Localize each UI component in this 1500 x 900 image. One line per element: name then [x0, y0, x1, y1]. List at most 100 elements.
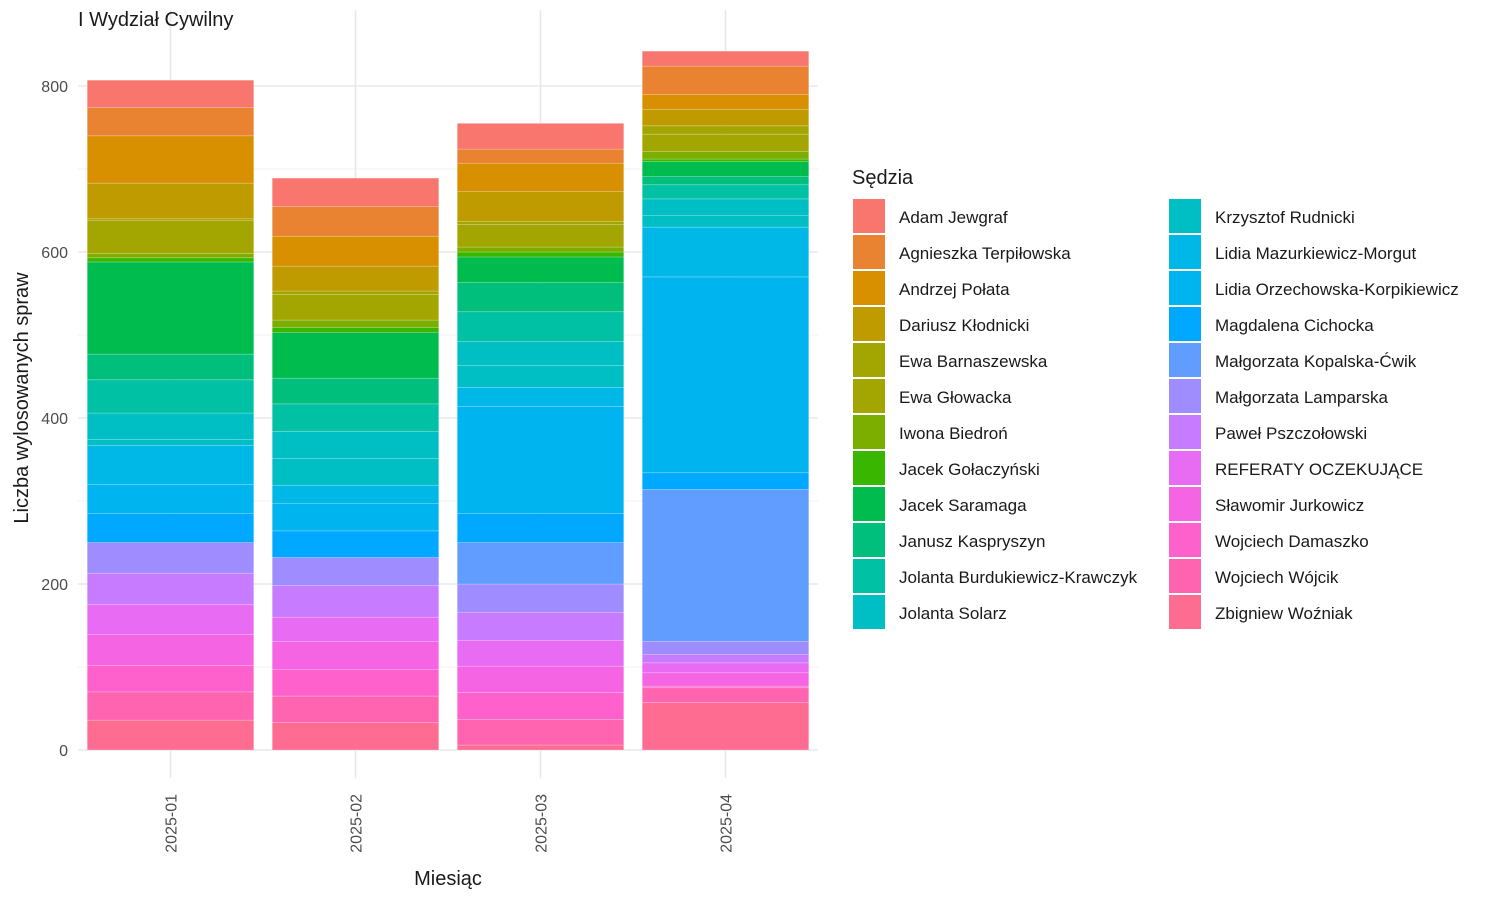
- bar-segment: Janusz Kaspryszyn — 2025-04: 10: [641, 176, 810, 186]
- legend-label: Paweł Pszczołowski: [1215, 424, 1367, 443]
- bar-segment: Lidia Mazurkiewicz-Morgut — 2025-03: 23: [456, 386, 625, 407]
- legend-label: Agnieszka Terpiłowska: [899, 244, 1071, 263]
- legend-label: Magdalena Cichocka: [1215, 316, 1374, 335]
- legend-swatch: [851, 413, 887, 451]
- bar-segment: Paweł Pszczołowski — 2025-03: 34: [456, 611, 625, 641]
- legend-item: Andrzej Połata: [851, 269, 1010, 307]
- legend-item: Lidia Orzechowska-Korpikiewicz: [1167, 269, 1459, 307]
- legend-swatch: [1167, 233, 1203, 271]
- bar-segment: Agnieszka Terpiłowska — 2025-04: 34: [641, 65, 810, 95]
- legend-swatch: [1167, 341, 1203, 379]
- y-tick-label: 800: [41, 79, 68, 96]
- legend-item: Sławomir Jurkowicz: [1167, 485, 1364, 523]
- legend-label: Lidia Orzechowska-Korpikiewicz: [1215, 280, 1459, 299]
- legend-swatch: [1167, 413, 1203, 451]
- bar-segment: Janusz Kaspryszyn — 2025-01: 31: [86, 353, 255, 381]
- bar-segment: Małgorzata Kopalska-Ćwik — 2025-03: 50: [456, 542, 625, 585]
- bar-segment: Zbigniew Woźniak — 2025-03: 6: [456, 744, 625, 751]
- bar-segment: Lidia Orzechowska-Korpikiewicz — 2025-01…: [86, 484, 255, 514]
- legend-label: Andrzej Połata: [899, 280, 1010, 299]
- legend-label: Adam Jewgraf: [899, 208, 1008, 227]
- legend-item: Agnieszka Terpiłowska: [851, 233, 1071, 271]
- legend-swatch: [1167, 449, 1203, 487]
- legend-label: Krzysztof Rudnicki: [1215, 208, 1355, 227]
- legend-item: Wojciech Wójcik: [1167, 557, 1339, 595]
- bar-segment: Dariusz Kłodnicki — 2025-02: 30: [271, 265, 440, 292]
- legend-label: Małgorzata Lamparska: [1215, 388, 1388, 407]
- bar-segment: Jolanta Burdukiewicz-Krawczyk — 2025-03:…: [456, 311, 625, 342]
- bar-segment: Agnieszka Terpiłowska — 2025-01: 34: [86, 107, 255, 137]
- bar-segment: Andrzej Połata — 2025-02: 36: [271, 235, 440, 267]
- bar-segment: Iwona Biedroń — 2025-01: 5: [86, 253, 255, 259]
- legend-item: Janusz Kaspryszyn: [851, 521, 1045, 559]
- bar-segment: Jolanta Solarz — 2025-03: 29: [456, 341, 625, 367]
- bar-segment: Zbigniew Woźniak — 2025-01: 36: [86, 719, 255, 751]
- bar-segment: Sławomir Jurkowicz — 2025-01: 37: [86, 634, 255, 666]
- x-tick-label: 2025-02: [349, 794, 366, 853]
- bar-segment: Ewa Barnaszewska — 2025-04: 10: [641, 125, 810, 135]
- bar-segment: Wojciech Wójcik — 2025-02: 32: [271, 695, 440, 723]
- legend-item: Jacek Saramaga: [851, 485, 1027, 523]
- legend-swatch: [851, 233, 887, 271]
- x-tick-label: 2025-03: [534, 794, 551, 853]
- bar-segment: Lidia Orzechowska-Korpikiewicz — 2025-02…: [271, 503, 440, 532]
- bar-segment: Magdalena Cichocka — 2025-02: 32: [271, 530, 440, 558]
- legend-swatch: [851, 557, 887, 595]
- bar-segment: Ewa Barnaszewska — 2025-02: 4: [271, 290, 440, 295]
- bar-segment: Wojciech Wójcik — 2025-03: 31: [456, 718, 625, 746]
- bar-segment: Wojciech Wójcik — 2025-04: 18: [641, 687, 810, 703]
- bar-segment: Ewa Głowacka — 2025-04: 21: [641, 133, 810, 152]
- bar-segment: Agnieszka Terpiłowska — 2025-03: 17: [456, 148, 625, 164]
- bar-segment: Jacek Gołaczyński — 2025-02: 6: [271, 327, 440, 333]
- bar-segment: Wojciech Damaszko — 2025-02: 32: [271, 669, 440, 697]
- legend-label: Sławomir Jurkowicz: [1215, 496, 1364, 515]
- bar-segment: Krzysztof Rudnicki — 2025-04: 14: [641, 215, 810, 228]
- legend-swatch: [1167, 269, 1203, 307]
- legend-item: Ewa Głowacka: [851, 377, 1012, 415]
- legend-title: Sędzia: [852, 167, 914, 189]
- bar-segment: Małgorzata Lamparska — 2025-01: 37: [86, 542, 255, 574]
- bar-segment: Jolanta Burdukiewicz-Krawczyk — 2025-01:…: [86, 379, 255, 414]
- legend-swatch: [851, 485, 887, 523]
- legend-item: Małgorzata Lamparska: [1167, 377, 1388, 415]
- bar-segment: Małgorzata Lamparska — 2025-03: 34: [456, 583, 625, 613]
- x-tick-label: 2025-04: [719, 794, 736, 853]
- legend-item: Krzysztof Rudnicki: [1167, 197, 1355, 235]
- legend-swatch: [1167, 557, 1203, 595]
- legend-items: Adam Jewgraf Agnieszka Terpiłowska Andrzej…: [851, 197, 1459, 631]
- legend-swatch: [851, 341, 887, 379]
- legend-item: Ewa Barnaszewska: [851, 341, 1048, 379]
- bar-segment: Andrzej Połata — 2025-01: 57: [86, 135, 255, 184]
- legend-item: Wojciech Damaszko: [1167, 521, 1369, 559]
- legend: Sędzia Adam Jewgraf Agnieszka Terpiłowska…: [851, 167, 1459, 631]
- bar-segment: Jolanta Solarz — 2025-04: 20: [641, 198, 810, 216]
- bar-segment: Dariusz Kłodnicki — 2025-04: 20: [641, 108, 810, 127]
- bar-segment: Adam Jewgraf — 2025-04: 18: [641, 50, 810, 67]
- chart-title: I Wydział Cywilny: [78, 9, 233, 31]
- bar-segment: Małgorzata Kopalska-Ćwik — 2025-04: 183: [641, 489, 810, 642]
- legend-label: Małgorzata Kopalska-Ćwik: [1215, 352, 1417, 371]
- bar-segment: Krzysztof Rudnicki — 2025-02: 32: [271, 458, 440, 486]
- bar-segment: Magdalena Cichocka — 2025-01: 35: [86, 513, 255, 543]
- y-tick-label: 400: [41, 411, 68, 428]
- bar-segment: Janusz Kaspryszyn — 2025-02: 31: [271, 377, 440, 405]
- x-axis-ticks: 2025-01 2025-02 2025-03 2025-04: [164, 794, 736, 853]
- bar-segment: Magdalena Cichocka — 2025-03: 35: [456, 513, 625, 543]
- legend-label: Ewa Głowacka: [899, 388, 1012, 407]
- bar-segment: Lidia Mazurkiewicz-Morgut — 2025-04: 60: [641, 226, 810, 278]
- bar-segment: Jacek Gołaczyński — 2025-03: 6: [456, 251, 625, 258]
- legend-item: REFERATY OCZEKUJĄCE: [1167, 449, 1423, 487]
- bar-segment: REFERATY OCZEKUJĄCE — 2025-02: 29: [271, 616, 440, 642]
- y-tick-label: 600: [41, 245, 68, 262]
- bar-segment: Małgorzata Lamparska — 2025-04: 16: [641, 640, 810, 655]
- bar-segment: Lidia Mazurkiewicz-Morgut — 2025-01: 47: [86, 445, 255, 485]
- bar-segment: Paweł Pszczołowski — 2025-02: 38: [271, 585, 440, 618]
- bar-segment: Wojciech Damaszko — 2025-03: 32: [456, 692, 625, 720]
- legend-label: Wojciech Wójcik: [1215, 568, 1339, 587]
- x-axis-title: Miesiąc: [414, 868, 482, 890]
- bar-segment: Ewa Barnaszewska — 2025-03: 4: [456, 220, 625, 225]
- bar-segment: Jacek Gołaczyński — 2025-04: 3: [641, 158, 810, 162]
- bar-segment: Adam Jewgraf — 2025-03: 31: [456, 123, 625, 150]
- legend-item: Małgorzata Kopalska-Ćwik: [1167, 341, 1417, 379]
